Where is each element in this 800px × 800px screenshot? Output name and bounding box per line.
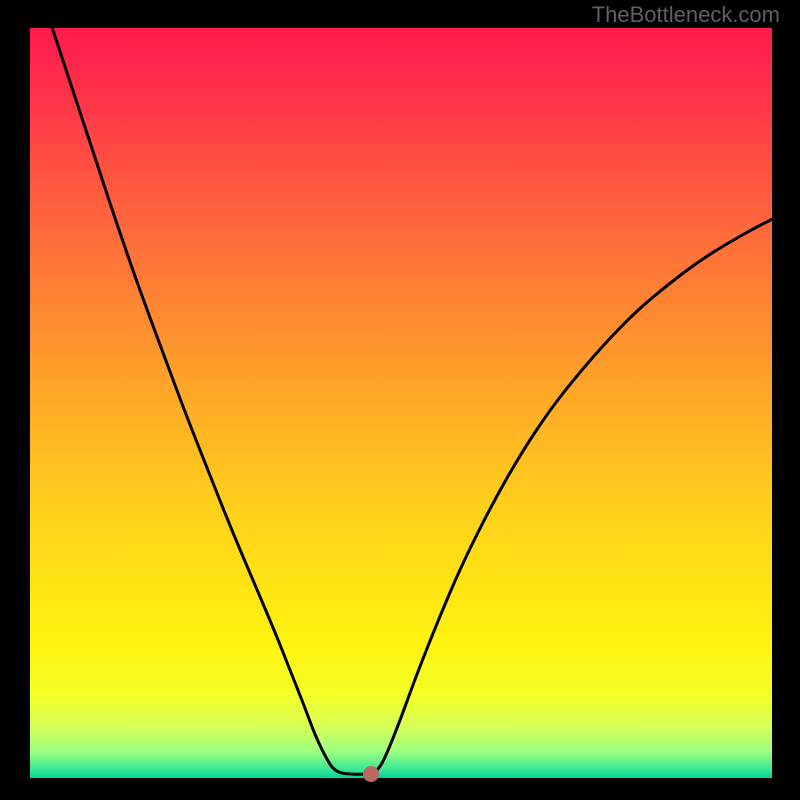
plot-area <box>30 28 772 778</box>
chart-container: TheBottleneck.com <box>0 0 800 800</box>
minimum-marker <box>363 766 379 782</box>
watermark-text: TheBottleneck.com <box>592 2 780 28</box>
curve-path <box>52 28 772 774</box>
curve-svg <box>30 28 772 778</box>
